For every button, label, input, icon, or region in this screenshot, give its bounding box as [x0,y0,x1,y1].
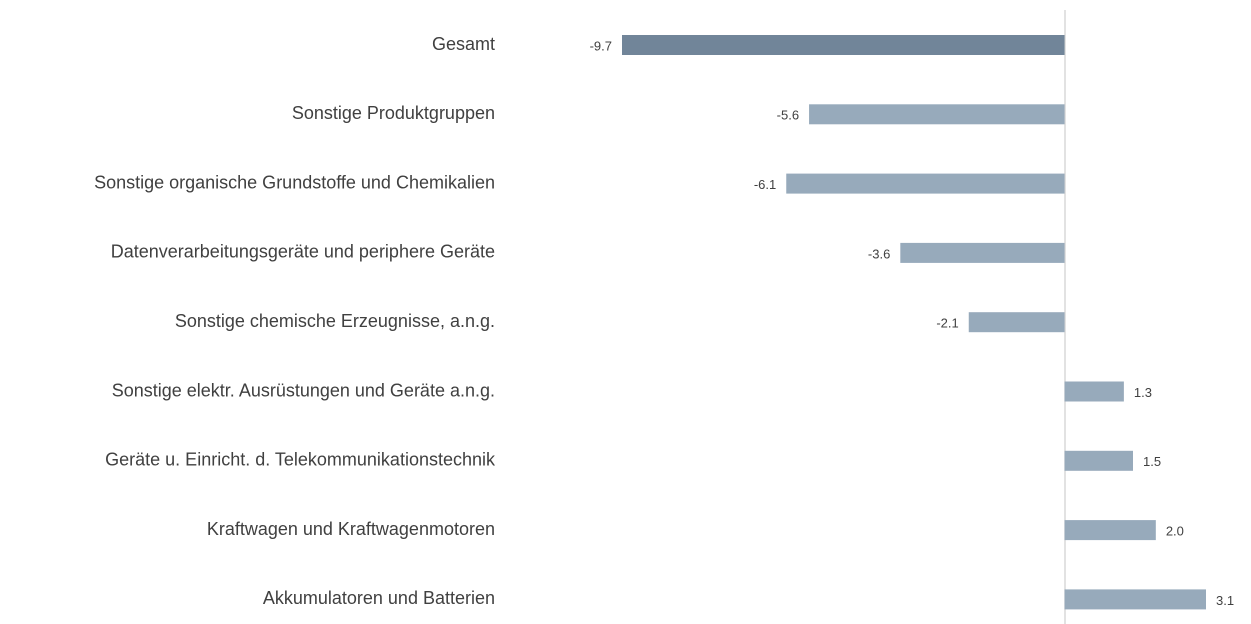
category-label: Akkumulatoren und Batterien [263,588,495,608]
bar [809,104,1065,125]
value-label: -5.6 [777,108,799,123]
category-label: Gesamt [432,34,495,54]
bar [1064,520,1156,541]
value-label: 1.5 [1143,454,1161,469]
value-label: -9.7 [590,38,612,53]
category-label: Kraftwagen und Kraftwagenmotoren [207,519,495,539]
value-label: 2.0 [1166,524,1184,539]
bar [968,312,1065,333]
category-label: Datenverarbeitungsgeräte und periphere G… [111,242,495,262]
category-label: Sonstige chemische Erzeugnisse, a.n.g. [175,311,495,331]
bar [900,242,1065,263]
category-label: Sonstige elektr. Ausrüstungen und Geräte… [112,380,495,400]
bar [1064,450,1133,471]
category-label: Geräte u. Einricht. d. Telekommunikation… [105,450,496,470]
bar [1064,381,1124,402]
category-label: Sonstige Produktgruppen [292,103,495,123]
value-label: -2.1 [936,316,958,331]
bar [786,173,1065,194]
category-label: Sonstige organische Grundstoffe und Chem… [94,172,495,192]
value-label: 1.3 [1134,385,1152,400]
bar [622,35,1065,55]
value-label: -3.6 [868,246,890,261]
bar [1064,589,1206,610]
value-label: -6.1 [754,177,776,192]
value-label: 3.1 [1216,593,1234,608]
